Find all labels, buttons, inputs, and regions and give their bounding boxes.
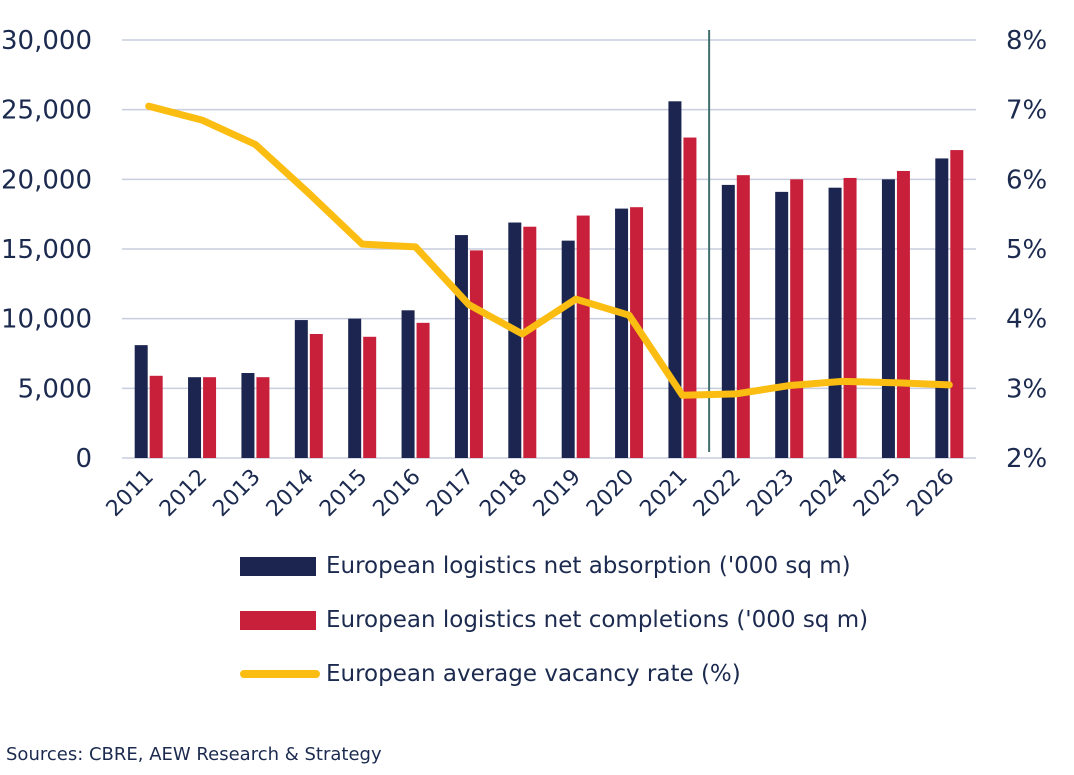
legend-item-completions: European logistics net completions ('000… <box>240 606 868 634</box>
legend-item-vacancy: European average vacancy rate (%) <box>240 660 868 688</box>
legend-swatch-completions <box>240 610 316 630</box>
bar-absorption <box>668 101 682 458</box>
y-left-tick-label: 10,000 <box>1 305 92 335</box>
y-left-tick-label: 25,000 <box>1 96 92 126</box>
x-tick-label: 2024 <box>796 465 853 522</box>
bar-absorption <box>881 179 895 459</box>
bar-absorption <box>561 240 575 458</box>
bar-completions <box>896 170 910 458</box>
bar-completions <box>363 336 377 458</box>
y-left-tick-label: 0 <box>75 444 92 474</box>
bar-absorption <box>828 187 842 458</box>
legend-swatch-vacancy <box>240 670 320 678</box>
source-note: Sources: CBRE, AEW Research & Strategy <box>6 744 382 765</box>
x-tick-label: 2013 <box>208 465 265 522</box>
bar-completions <box>683 137 697 459</box>
bar-completions <box>416 322 430 458</box>
y-right-tick-label: 3% <box>1006 374 1047 404</box>
x-tick-label: 2018 <box>475 465 532 522</box>
y-right-tick-label: 7% <box>1006 96 1047 126</box>
bar-absorption <box>348 318 362 458</box>
bar-absorption <box>508 222 522 458</box>
bar-completions <box>256 377 270 458</box>
line-vacancy-rate <box>145 102 953 399</box>
bar-completions <box>149 375 163 458</box>
x-tick-label: 2012 <box>155 465 212 522</box>
bar-completions <box>523 226 537 458</box>
bar-completions <box>576 215 590 458</box>
bar-absorption <box>294 320 308 458</box>
legend-label-absorption: European logistics net absorption ('000 … <box>326 553 851 579</box>
y-right-tick-label: 2% <box>1006 444 1047 474</box>
x-tick-label: 2011 <box>102 465 159 522</box>
bar-absorption <box>454 235 468 458</box>
y-left-tick-label: 15,000 <box>1 235 92 265</box>
bar-absorption <box>188 377 202 458</box>
x-tick-label: 2014 <box>262 465 319 522</box>
x-tick-label: 2023 <box>742 465 799 522</box>
bar-completions <box>790 179 804 459</box>
y-right-tick-label: 5% <box>1006 235 1047 265</box>
bar-completions <box>469 250 483 458</box>
y-left-tick-label: 30,000 <box>1 26 92 56</box>
x-tick-label: 2025 <box>849 465 906 522</box>
y-left-tick-label: 5,000 <box>18 374 92 404</box>
legend-item-absorption: European logistics net absorption ('000 … <box>240 552 868 580</box>
bar-completions <box>309 333 323 458</box>
x-tick-label: 2017 <box>422 465 479 522</box>
bar-absorption <box>775 191 789 458</box>
bar-completions <box>736 175 750 459</box>
bar-completions <box>843 177 857 458</box>
bar-absorption <box>241 373 255 458</box>
x-tick-label: 2022 <box>689 465 746 522</box>
bar-absorption <box>134 345 148 458</box>
bar-completions <box>950 150 964 458</box>
bar-absorption <box>935 158 949 458</box>
legend-label-completions: European logistics net completions ('000… <box>326 607 869 633</box>
x-tick-label: 2021 <box>635 465 692 522</box>
x-tick-label: 2016 <box>369 465 426 522</box>
bar-absorption <box>721 184 735 458</box>
legend: European logistics net absorption ('000 … <box>240 552 868 714</box>
chart: 0 5,000 10,000 15,000 20,000 25,000 30,000 2% 3%… <box>1 26 1047 522</box>
bar-completions <box>203 377 217 458</box>
x-tick-label: 2026 <box>902 465 959 522</box>
y-right-tick-label: 8% <box>1006 26 1047 56</box>
y-right-tick-label: 6% <box>1006 165 1047 195</box>
bar-absorption <box>401 310 415 458</box>
x-tick-label: 2015 <box>315 465 372 522</box>
legend-swatch-absorption <box>240 556 316 576</box>
y-left-tick-label: 20,000 <box>1 165 92 195</box>
x-tick-label: 2020 <box>582 465 639 522</box>
y-right-tick-label: 4% <box>1006 305 1047 335</box>
x-tick-label: 2019 <box>529 465 586 522</box>
bar-absorption <box>615 208 629 458</box>
legend-label-vacancy: European average vacancy rate (%) <box>326 661 741 687</box>
